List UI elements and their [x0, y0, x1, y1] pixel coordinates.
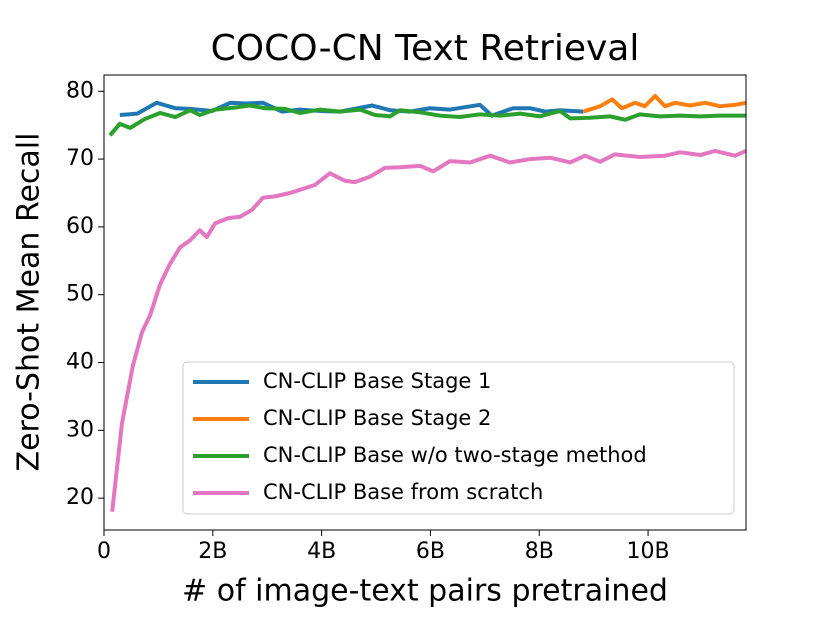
series-line — [108, 103, 746, 137]
chart-title: COCO-CN Text Retrieval — [211, 28, 640, 69]
x-tick-label: 6B — [416, 539, 445, 564]
plot-frame — [103, 74, 747, 531]
y-tick-label: 80 — [66, 78, 94, 103]
series-line — [582, 94, 747, 114]
legend-label: CN-CLIP Base Stage 2 — [263, 406, 491, 430]
series-line — [110, 148, 747, 512]
y-axis-label: Zero-Shot Mean Recall — [12, 133, 47, 472]
x-tick-label: 8B — [525, 539, 554, 564]
x-tick-label: 2B — [198, 539, 227, 564]
y-tick-label: 30 — [66, 417, 94, 442]
legend-label: CN-CLIP Base Stage 1 — [263, 369, 491, 393]
y-tick-label: 20 — [66, 485, 94, 510]
x-tick-label: 0 — [97, 539, 111, 564]
legend-box — [182, 361, 735, 515]
legend-label: CN-CLIP Base from scratch — [263, 480, 543, 504]
legend-label: CN-CLIP Base w/o two-stage method — [263, 443, 647, 467]
y-tick-label: 70 — [66, 146, 94, 171]
x-tick-label: 10B — [627, 539, 670, 564]
x-tick-label: 4B — [307, 539, 336, 564]
x-axis-label: # of image-text pairs pretrained — [182, 574, 668, 609]
y-tick-label: 50 — [66, 282, 94, 307]
y-tick-label: 60 — [66, 214, 94, 239]
y-tick-label: 40 — [66, 350, 94, 375]
